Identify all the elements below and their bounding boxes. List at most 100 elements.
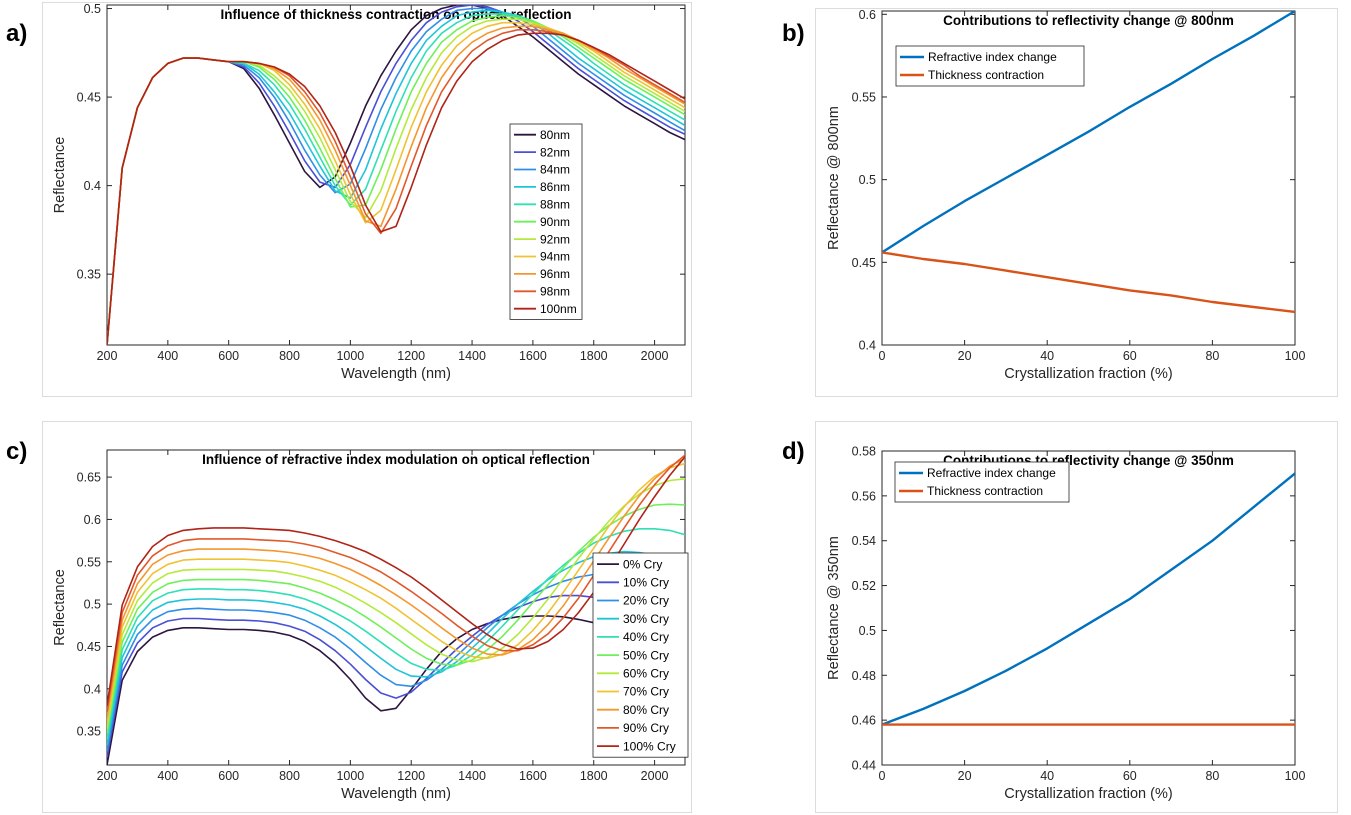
x-tick-label-c: 1800 (580, 769, 608, 783)
legend-label-d-0: Refractive index change (927, 466, 1056, 480)
y-tick-label-c: 0.5 (84, 598, 101, 612)
y-tick-label-a: 0.45 (77, 91, 101, 105)
chart-title-c: Influence of refractive index modulation… (202, 452, 590, 467)
series-group-a (107, 5, 685, 345)
x-tick-label-b: 80 (1205, 349, 1219, 363)
legend-label-a-5: 90nm (540, 215, 570, 229)
x-tick-label-c: 1200 (397, 769, 425, 783)
y-tick-label-b: 0.55 (852, 90, 876, 104)
series-group-b (882, 11, 1295, 314)
legend-label-b-1: Thickness contraction (928, 68, 1044, 82)
x-tick-label-d: 80 (1205, 769, 1219, 783)
legend-label-c-1: 10% Cry (623, 576, 669, 590)
x-tick-label-b: 60 (1123, 349, 1137, 363)
legend-label-c-2: 20% Cry (623, 594, 669, 608)
x-tick-label-a: 600 (218, 349, 239, 363)
series-line-b-0 (882, 11, 1295, 254)
series-line-c-3 (107, 550, 685, 746)
legend-label-a-6: 92nm (540, 232, 570, 246)
series-line-a-10 (107, 32, 685, 345)
y-tick-label-c: 0.55 (77, 555, 101, 569)
x-tick-label-d: 20 (958, 769, 972, 783)
x-tick-label-c: 1000 (336, 769, 364, 783)
x-tick-label-a: 400 (157, 349, 178, 363)
legend-label-a-7: 94nm (540, 250, 570, 264)
plot-area-a (106, 4, 686, 346)
y-tick-label-a: 0.35 (77, 268, 101, 282)
y-tick-label-b: 0.6 (859, 8, 876, 22)
y-axis-label-d: Reflectance @ 350nm (826, 536, 842, 680)
legend-box-b (895, 45, 1085, 87)
y-axis-label-a: Reflectance (52, 137, 68, 214)
x-tick-label-d: 100 (1285, 769, 1306, 783)
y-tick-label-d: 0.48 (852, 669, 876, 683)
x-axis-label-d: Crystallization fraction (%) (1004, 786, 1172, 802)
legend-label-c-10: 100% Cry (623, 739, 676, 753)
legend-label-c-3: 30% Cry (623, 612, 669, 626)
chart-d: Contributions to reflectivity change @ 3… (826, 445, 1305, 803)
y-tick-label-c: 0.45 (77, 640, 101, 654)
panel-b-letter: b) (782, 20, 805, 47)
x-tick-label-c: 400 (157, 769, 178, 783)
legend-label-c-0: 0% Cry (623, 557, 662, 571)
chart-c: Influence of refractive index modulation… (52, 449, 689, 802)
panel-c-letter: c) (6, 438, 28, 465)
legend-label-a-10: 100nm (540, 302, 577, 316)
y-tick-label-d: 0.5 (859, 624, 876, 638)
x-tick-label-a: 1800 (580, 349, 608, 363)
y-axis-label-c: Reflectance (52, 569, 68, 646)
legend-label-a-0: 80nm (540, 128, 570, 142)
x-axis-label-a: Wavelength (nm) (341, 366, 451, 382)
y-tick-label-a: 0.5 (84, 2, 101, 16)
chart-title-b: Contributions to reflectivity change @ 8… (943, 13, 1234, 28)
series-group-c (107, 454, 685, 765)
x-tick-label-a: 800 (279, 349, 300, 363)
legend-c: 0% Cry 10% Cry 20% Cry 30% Cry 40% Cry 50% Cr… (592, 552, 689, 758)
x-tick-label-b: 40 (1040, 349, 1054, 363)
legend-label-c-6: 60% Cry (623, 667, 669, 681)
series-line-d-0 (882, 472, 1295, 726)
series-line-c-10 (107, 456, 685, 706)
legend-label-c-4: 40% Cry (623, 630, 669, 644)
y-tick-label-d: 0.54 (852, 534, 876, 548)
x-axis-label-b: Crystallization fraction (%) (1004, 366, 1172, 382)
y-tick-label-c: 0.4 (84, 682, 101, 696)
y-tick-label-d: 0.56 (852, 489, 876, 503)
series-line-b-1 (882, 251, 1295, 314)
y-tick-label-d: 0.46 (852, 714, 876, 728)
series-line-c-0 (107, 615, 685, 765)
legend-a: 80nm 82nm 84nm 86nm 88nm 90nm 92nm 94nm 96nm 98nm… (509, 123, 583, 320)
legend-label-a-4: 88nm (540, 198, 570, 212)
legend-label-c-5: 50% Cry (623, 648, 669, 662)
legend-label-a-9: 98nm (540, 285, 570, 299)
x-tick-label-a: 1600 (519, 349, 547, 363)
x-tick-label-a: 1400 (458, 349, 486, 363)
legend-label-c-9: 90% Cry (623, 721, 669, 735)
y-tick-label-c: 0.35 (77, 725, 101, 739)
x-tick-label-b: 20 (958, 349, 972, 363)
x-tick-label-c: 600 (218, 769, 239, 783)
y-tick-label-c: 0.65 (77, 471, 101, 485)
y-tick-label-d: 0.52 (852, 579, 876, 593)
x-tick-label-b: 0 (879, 349, 886, 363)
legend-b: Refractive index change Thickness contrac… (895, 45, 1085, 87)
legend-label-b-0: Refractive index change (928, 50, 1057, 64)
series-line-c-8 (107, 457, 685, 717)
series-group-d (882, 472, 1295, 726)
y-tick-label-a: 0.4 (84, 179, 101, 193)
series-line-c-6 (107, 478, 685, 729)
legend-box-d (894, 461, 1070, 503)
x-tick-label-b: 100 (1285, 349, 1306, 363)
x-tick-label-d: 40 (1040, 769, 1054, 783)
x-tick-label-c: 800 (279, 769, 300, 783)
series-line-c-9 (107, 454, 685, 712)
x-tick-label-c: 200 (97, 769, 118, 783)
plot-area-d (881, 450, 1296, 766)
legend-label-c-8: 80% Cry (623, 703, 669, 717)
series-line-c-2 (107, 573, 685, 752)
legend-label-a-2: 84nm (540, 163, 570, 177)
chart-b: Contributions to reflectivity change @ 8… (826, 8, 1305, 382)
y-tick-label-c: 0.6 (84, 513, 101, 527)
legend-label-a-1: 82nm (540, 145, 570, 159)
